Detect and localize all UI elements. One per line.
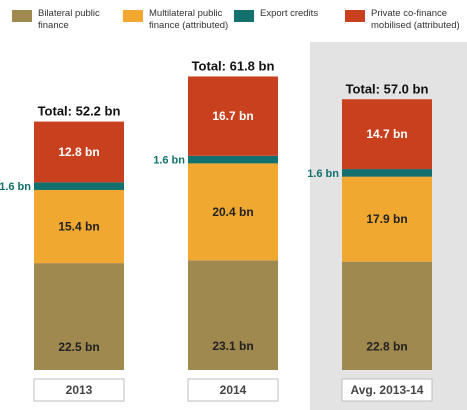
- data-label-bilateral-public-finance-2013: 22.5 bn: [58, 340, 99, 354]
- bar-bilateral-public-finance-2013: [34, 263, 124, 370]
- data-label-export-2014: 1.6 bn: [153, 155, 185, 167]
- data-label-bilateral-public-finance-avg-2013-14: 22.8 bn: [366, 340, 407, 354]
- data-label-export-2013: 1.6 bn: [0, 181, 31, 193]
- total-label-2013: Total: 52.2 bn: [38, 104, 121, 119]
- legend-label-bilateral-line2: finance: [38, 20, 69, 31]
- legend-item-multilateral: Multilateral public finance (attributed): [123, 0, 228, 32]
- legend-label-private-line1: Private co-finance: [371, 8, 448, 19]
- total-label-2014: Total: 61.8 bn: [192, 58, 275, 73]
- data-label-bilateral-public-finance-2014: 23.1 bn: [212, 339, 253, 353]
- category-box-2014: [187, 378, 279, 402]
- data-label-private-co-finance-mobilised-attributed-avg-2013-14: 14.7 bn: [366, 127, 407, 141]
- legend-label-multilateral-line2: finance (attributed): [149, 20, 229, 31]
- bar-private-co-finance-mobilised-attributed-2013: [34, 121, 124, 183]
- bar-private-co-finance-mobilised-attributed-2014: [188, 76, 278, 156]
- category-label-avg-2013-14: Avg. 2013-14: [351, 383, 424, 397]
- bar-private-co-finance-mobilised-attributed-avg-2013-14: [342, 99, 432, 170]
- bar-multilateral-public-finance-attributed-2014: [188, 163, 278, 261]
- legend-label-export-credits-line1: Export credits: [260, 8, 319, 19]
- data-label-multilateral-public-finance-attributed-2014: 20.4 bn: [212, 205, 253, 219]
- data-label-private-co-finance-mobilised-attributed-2014: 16.7 bn: [212, 109, 253, 123]
- bar-bilateral-public-finance-avg-2013-14: [342, 261, 432, 370]
- legend-label-bilateral-line1: Bilateral public: [38, 8, 100, 19]
- data-label-multilateral-public-finance-attributed-2013: 15.4 bn: [58, 220, 99, 234]
- legend-label-multilateral-line1: Multilateral public: [149, 8, 223, 19]
- bar-multilateral-public-finance-attributed-2013: [34, 189, 124, 264]
- category-label-2014: 2014: [220, 383, 247, 397]
- bar-export-credits-2013: [34, 182, 124, 190]
- data-label-export-avg-2013-14: 1.6 bn: [307, 168, 339, 180]
- legend-swatch-export-credits: [234, 10, 254, 22]
- legend-label-private-line2: mobilised (attributed): [371, 20, 460, 31]
- bar-bilateral-public-finance-2014: [188, 260, 278, 370]
- legend: Bilateral public finance Multilateral pu…: [0, 0, 467, 42]
- bar-multilateral-public-finance-attributed-avg-2013-14: [342, 176, 432, 262]
- legend-swatch-bilateral: [12, 10, 32, 22]
- legend-swatch-private: [345, 10, 365, 22]
- data-label-private-co-finance-mobilised-attributed-2013: 12.8 bn: [58, 145, 99, 159]
- total-label-avg-2013-14: Total: 57.0 bn: [346, 81, 429, 96]
- bar-export-credits-2014: [188, 155, 278, 164]
- legend-item-export-credits: Export credits: [234, 0, 318, 22]
- bar-export-credits-avg-2013-14: [342, 169, 432, 177]
- legend-item-bilateral: Bilateral public finance: [12, 0, 100, 32]
- category-box-2013: [33, 378, 125, 402]
- data-label-multilateral-public-finance-attributed-avg-2013-14: 17.9 bn: [366, 212, 407, 226]
- legend-swatch-multilateral: [123, 10, 143, 22]
- category-box-avg-2013-14: [341, 378, 433, 402]
- category-label-2013: 2013: [66, 383, 93, 397]
- legend-item-private: Private co-finance mobilised (attributed…: [345, 0, 460, 32]
